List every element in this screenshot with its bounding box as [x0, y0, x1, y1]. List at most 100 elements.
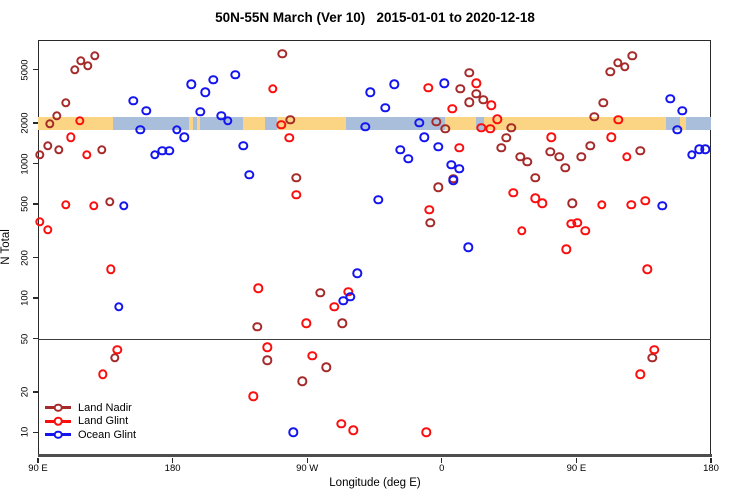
data-point-ocean-glint: [389, 79, 399, 90]
data-point-ocean-glint: [164, 146, 174, 156]
y-tick-label: 5000: [19, 59, 31, 81]
y-tick-label: 100: [19, 290, 31, 306]
y-tick: [33, 431, 38, 434]
data-point-ocean-glint: [448, 175, 459, 185]
x-tick-label: 90 E: [28, 463, 48, 474]
data-point-land-nadir: [285, 115, 295, 125]
data-point-land-glint: [112, 345, 122, 355]
plot-area: [38, 40, 711, 455]
data-point-land-glint: [492, 114, 502, 124]
y-tick: [33, 391, 38, 393]
data-point-land-glint: [626, 200, 637, 210]
data-point-ocean-glint: [454, 164, 464, 174]
data-point-land-glint: [61, 200, 71, 210]
data-point-ocean-glint: [352, 268, 362, 278]
data-point-ocean-glint: [403, 154, 413, 164]
data-point-land-glint: [642, 264, 653, 274]
data-point-ocean-glint: [150, 150, 160, 160]
data-point-ocean-glint: [208, 74, 218, 85]
data-point-land-nadir: [560, 163, 571, 173]
y-tick-label: 1000: [19, 152, 31, 175]
legend-marker-icon: [45, 415, 71, 429]
data-point-land-glint: [561, 244, 572, 255]
x-tick: [172, 457, 174, 463]
y-tick: [33, 297, 38, 299]
data-point-land-glint: [66, 132, 76, 142]
band-land-segment: [189, 116, 193, 130]
data-point-ocean-glint: [672, 125, 683, 135]
data-point-land-nadir: [440, 124, 450, 134]
y-tick-label: 500: [19, 196, 31, 212]
data-point-land-nadir: [90, 51, 100, 61]
y-tick-label: 50: [19, 333, 31, 344]
data-point-ocean-glint: [686, 150, 697, 160]
data-point-ocean-glint: [439, 78, 450, 88]
y-tick: [33, 68, 38, 71]
legend-circle: [53, 416, 63, 426]
data-point-land-nadir: [576, 152, 587, 162]
data-point-ocean-glint: [172, 125, 182, 135]
data-point-ocean-glint: [419, 132, 429, 142]
data-point-ocean-glint: [223, 116, 233, 126]
data-point-land-glint: [89, 201, 99, 211]
data-point-land-glint: [508, 188, 519, 198]
data-point-land-nadir: [43, 141, 53, 151]
data-point-land-glint: [486, 100, 496, 110]
data-point-ocean-glint: [128, 96, 138, 106]
data-point-land-glint: [75, 116, 85, 126]
data-point-land-glint: [423, 83, 433, 93]
data-point-ocean-glint: [114, 302, 124, 312]
data-point-land-glint: [613, 115, 624, 125]
data-point-land-nadir: [291, 173, 301, 183]
data-point-land-nadir: [522, 157, 533, 167]
data-point-land-nadir: [530, 173, 541, 183]
data-point-land-nadir: [425, 218, 435, 228]
data-point-ocean-glint: [244, 170, 254, 180]
data-point-land-nadir: [464, 97, 475, 107]
data-point-land-glint: [262, 342, 272, 352]
data-point-land-glint: [253, 283, 263, 294]
band-land-segment: [242, 116, 347, 130]
data-point-ocean-glint: [677, 106, 688, 116]
data-point-land-nadir: [554, 152, 565, 162]
x-tick-label: 90 E: [566, 463, 587, 474]
data-point-ocean-glint: [433, 142, 444, 152]
data-point-land-glint: [546, 132, 557, 142]
data-point-land-glint: [35, 217, 45, 227]
x-tick-label: 0: [439, 463, 445, 474]
y-tick: [33, 203, 38, 205]
data-point-land-nadir: [297, 376, 307, 387]
data-point-land-glint: [291, 190, 301, 200]
x-axis-line: [38, 454, 712, 457]
data-point-land-nadir: [619, 62, 630, 72]
data-point-land-nadir: [567, 198, 578, 208]
data-point-land-nadir: [545, 147, 556, 157]
data-point-ocean-glint: [200, 87, 210, 97]
legend-label: Ocean Glint: [78, 428, 137, 441]
y-axis-label: N Total: [0, 229, 12, 265]
data-point-land-glint: [43, 225, 53, 235]
data-point-land-glint: [471, 78, 482, 88]
data-point-ocean-glint: [360, 122, 370, 132]
data-point-ocean-glint: [463, 242, 473, 252]
legend-label: Land Glint: [78, 415, 129, 427]
data-point-ocean-glint: [345, 292, 355, 302]
data-point-ocean-glint: [119, 201, 129, 211]
data-point-land-glint: [268, 84, 278, 94]
data-point-land-glint: [572, 218, 583, 228]
data-point-land-glint: [447, 104, 457, 114]
data-point-land-nadir: [321, 362, 331, 372]
data-point-land-glint: [82, 150, 92, 160]
y-tick-label: 200: [19, 249, 31, 266]
data-point-ocean-glint: [380, 103, 390, 113]
data-point-land-nadir: [589, 112, 600, 122]
data-point-land-glint: [284, 133, 294, 143]
data-point-land-nadir: [506, 123, 517, 133]
legend-circle: [53, 430, 63, 439]
data-point-land-nadir: [35, 150, 45, 160]
data-point-land-nadir: [337, 318, 347, 328]
data-point-land-nadir: [471, 89, 482, 99]
data-point-land-glint: [424, 205, 434, 215]
legend-circle: [53, 403, 63, 412]
data-point-land-glint: [276, 120, 286, 130]
